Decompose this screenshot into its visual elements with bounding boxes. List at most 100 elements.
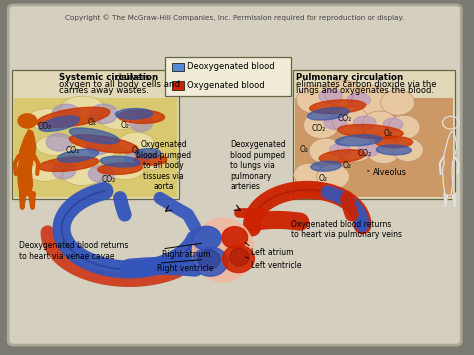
Ellipse shape [115,109,153,119]
Ellipse shape [52,162,75,179]
Ellipse shape [46,133,72,151]
Text: CO₂: CO₂ [312,124,326,133]
Circle shape [392,138,423,162]
Ellipse shape [135,148,161,158]
Text: eliminates carbon dioxide via the: eliminates carbon dioxide via the [296,80,436,88]
Circle shape [337,135,373,162]
Ellipse shape [324,116,346,130]
Ellipse shape [106,161,144,180]
Ellipse shape [129,114,153,132]
Text: CO₂: CO₂ [38,122,52,131]
Ellipse shape [52,104,80,124]
Ellipse shape [69,128,119,143]
Ellipse shape [89,165,114,182]
Ellipse shape [38,157,99,171]
Ellipse shape [229,248,249,266]
Ellipse shape [36,136,73,155]
Ellipse shape [125,149,148,166]
Text: Deoxygenated blood returns
to heart via venae cavae: Deoxygenated blood returns to heart via … [19,241,129,261]
Ellipse shape [86,137,112,154]
Circle shape [381,90,414,115]
Ellipse shape [383,118,403,131]
Ellipse shape [308,108,349,120]
FancyBboxPatch shape [293,70,455,199]
FancyBboxPatch shape [164,57,291,96]
Ellipse shape [310,100,365,114]
Text: Left ventricle: Left ventricle [251,261,301,269]
Ellipse shape [39,116,79,131]
Text: Copyright © The McGraw-Hill Companies, Inc. Permission required for reproduction: Copyright © The McGraw-Hill Companies, I… [65,14,404,21]
Text: Oxygenated
blood pumped
to all body
tissues via
aorta: Oxygenated blood pumped to all body tiss… [136,140,191,191]
Ellipse shape [375,136,412,148]
Ellipse shape [90,104,118,124]
Ellipse shape [119,132,154,152]
Ellipse shape [347,93,371,106]
Circle shape [388,115,420,139]
Text: Left atrium: Left atrium [251,248,293,257]
Text: CO₂: CO₂ [358,149,372,158]
Ellipse shape [36,107,110,127]
Ellipse shape [192,218,254,282]
Ellipse shape [357,144,379,157]
Ellipse shape [69,135,138,153]
Ellipse shape [62,96,104,118]
FancyBboxPatch shape [12,70,179,199]
Circle shape [362,111,398,138]
Text: O₂: O₂ [300,146,309,154]
Ellipse shape [222,245,255,273]
Ellipse shape [63,166,102,185]
Text: Systemic circulation: Systemic circulation [59,73,158,82]
Text: oxygen to all body cells and: oxygen to all body cells and [59,80,180,88]
Text: O₂: O₂ [120,121,129,130]
Ellipse shape [118,110,164,124]
Ellipse shape [192,226,221,250]
Text: Deoxygenated blood: Deoxygenated blood [186,62,274,71]
Ellipse shape [134,154,167,165]
Circle shape [309,138,343,164]
Circle shape [332,107,370,135]
Ellipse shape [319,89,342,103]
FancyBboxPatch shape [173,63,184,71]
Text: CO₂: CO₂ [66,147,81,155]
Text: delivers: delivers [113,73,150,82]
Circle shape [352,86,391,115]
Text: O₂: O₂ [132,147,141,155]
Ellipse shape [354,116,376,130]
Ellipse shape [27,163,63,181]
Circle shape [325,80,360,107]
Circle shape [297,86,334,114]
Circle shape [18,114,36,128]
Text: O₂: O₂ [343,160,352,170]
Text: Alveolus: Alveolus [373,168,407,177]
Text: carries away wastes.: carries away wastes. [59,86,149,95]
Ellipse shape [338,125,403,138]
Circle shape [303,112,339,138]
Ellipse shape [142,153,164,170]
Text: lungs and oxygenates the blood.: lungs and oxygenates the blood. [296,86,434,95]
Ellipse shape [376,145,411,155]
Ellipse shape [336,135,382,146]
Polygon shape [18,130,36,195]
Ellipse shape [193,247,228,276]
FancyBboxPatch shape [173,81,184,90]
Ellipse shape [100,109,140,130]
FancyBboxPatch shape [8,5,461,345]
Text: Right ventricle: Right ventricle [157,264,214,273]
Ellipse shape [222,226,247,248]
Text: O₂: O₂ [384,129,393,138]
Ellipse shape [100,156,140,167]
Circle shape [294,163,324,186]
Text: Deoxygenated
blood pumped
to lungs via
pulmonary
arteries: Deoxygenated blood pumped to lungs via p… [230,140,286,191]
Ellipse shape [73,141,115,161]
Circle shape [367,138,401,164]
Text: O₂: O₂ [88,118,97,127]
Ellipse shape [329,144,351,156]
Text: Oxygenated blood returns
to heart via pulmonary veins: Oxygenated blood returns to heart via pu… [291,220,402,239]
Text: CO₂: CO₂ [337,114,352,122]
Ellipse shape [198,250,220,269]
Circle shape [317,164,349,189]
Text: Oxygenated blood: Oxygenated blood [186,81,264,90]
Ellipse shape [98,163,142,174]
Text: O₂: O₂ [318,174,327,183]
Text: Right atrium: Right atrium [162,250,210,259]
